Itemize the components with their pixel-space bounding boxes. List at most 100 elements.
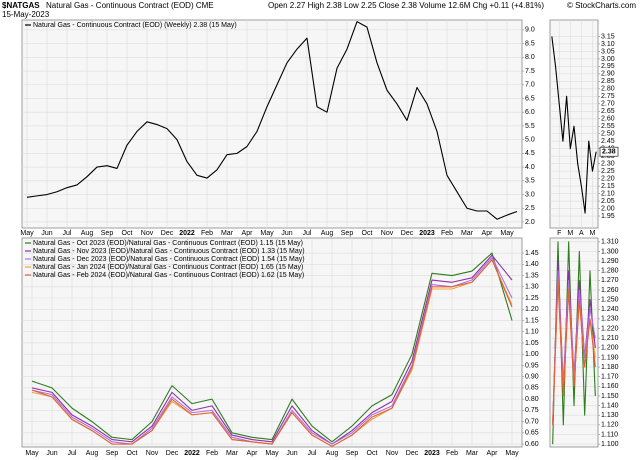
- y-tick-label: 2.25: [601, 168, 615, 175]
- y-tick-label: 0.65: [525, 430, 539, 437]
- y-tick-label: 2.65: [601, 108, 615, 115]
- value-tag: [599, 146, 619, 157]
- y-tick-label: 1.10: [525, 329, 539, 336]
- x-tick-label: Dec: [161, 230, 174, 237]
- y-tick-label: 2.05: [601, 198, 615, 205]
- y-tick-label: 1.00: [525, 351, 539, 358]
- y-tick-label: 1.200: [601, 345, 619, 352]
- series-line: [31, 252, 513, 443]
- y-tick-label: 1.230: [601, 316, 619, 323]
- y-tick-label: 7.5: [525, 68, 535, 75]
- y-tick-label: 1.35: [525, 272, 539, 279]
- y-tick-label: 1.240: [601, 306, 619, 313]
- x-tick-label: Oct: [367, 450, 378, 457]
- plot-area: [21, 19, 523, 229]
- y-tick-label: 3.5: [525, 178, 535, 185]
- y-tick-label: 0.60: [525, 441, 539, 448]
- y-tick-label: 2.20: [601, 175, 615, 182]
- y-tick-label: 1.40: [525, 261, 539, 268]
- x-tick-label: Nov: [386, 450, 399, 457]
- series-line: [31, 259, 513, 447]
- x-tick-label: Feb: [446, 450, 458, 457]
- y-tick-label: 1.270: [601, 277, 619, 284]
- x-tick-label: Nov: [141, 230, 154, 237]
- y-tick-label: 0.85: [525, 385, 539, 392]
- series-line: [552, 279, 596, 425]
- x-tick-label: Apr: [487, 450, 499, 457]
- y-tick-label: 2.5: [525, 205, 535, 212]
- legend-label: Natural Gas - Oct 2023 (EOD)/Natural Gas…: [33, 240, 303, 247]
- series-line: [551, 36, 597, 214]
- y-tick-label: 1.120: [601, 422, 619, 429]
- x-tick-label: Apr: [247, 450, 259, 457]
- x-tick-label: Apr: [242, 230, 254, 237]
- x-tick-label: Oct: [122, 230, 133, 237]
- y-tick-label: 2.55: [601, 123, 615, 130]
- y-tick-label: 1.180: [601, 364, 619, 371]
- y-tick-label: 2.35: [601, 153, 615, 160]
- y-tick-label: 2.80: [601, 86, 615, 93]
- y-tick-label: 2.10: [601, 190, 615, 197]
- y-tick-label: 2.95: [601, 63, 615, 70]
- x-tick-label: Oct: [362, 230, 373, 237]
- y-tick-label: 4.0: [525, 164, 535, 171]
- y-tick-label: 2.85: [601, 78, 615, 85]
- x-tick-label: Sep: [106, 450, 119, 457]
- x-tick-label: Sep: [346, 450, 359, 457]
- x-tick-label: May: [500, 230, 514, 237]
- y-tick-label: 1.45: [525, 250, 539, 257]
- y-tick-label: 1.220: [601, 325, 619, 332]
- series-line: [31, 254, 513, 445]
- y-tick-label: 1.110: [601, 431, 618, 438]
- y-tick-label: 6.0: [525, 109, 535, 116]
- symbol: $NATGAS: [2, 1, 40, 10]
- y-tick-label: 1.260: [601, 287, 619, 294]
- x-tick-label: Nov: [381, 230, 394, 237]
- legend-label: Natural Gas - Feb 2024 (EOD)/Natural Gas…: [33, 272, 304, 279]
- x-tick-label: 2022: [179, 230, 195, 237]
- y-tick-label: 2.0: [525, 219, 535, 226]
- y-tick-label: 1.30: [525, 284, 539, 291]
- x-tick-label: A: [579, 230, 584, 237]
- y-tick-label: 0.75: [525, 407, 539, 414]
- y-tick-label: 3.10: [601, 41, 615, 48]
- x-tick-label: Aug: [321, 230, 334, 237]
- quote: Open 2.27 High 2.38 Low 2.25 Close 2.38 …: [268, 1, 544, 10]
- x-tick-label: M: [590, 230, 596, 237]
- x-tick-label: Mar: [226, 450, 239, 457]
- y-tick-label: 0.70: [525, 418, 539, 425]
- x-tick-label: Jul: [308, 450, 317, 457]
- credit: © StockCharts.com: [567, 1, 636, 10]
- x-tick-label: Jul: [68, 450, 77, 457]
- y-tick-label: 1.160: [601, 383, 619, 390]
- x-tick-label: Jul: [303, 230, 312, 237]
- y-tick-label: 1.310: [601, 239, 619, 246]
- y-tick-label: 8.0: [525, 54, 535, 61]
- x-tick-label: 2022: [184, 450, 200, 457]
- y-tick-label: 1.05: [525, 340, 539, 347]
- x-tick-label: Feb: [201, 230, 213, 237]
- x-tick-label: Oct: [127, 450, 138, 457]
- y-tick-label: 2.75: [601, 93, 615, 100]
- y-tick-label: 0.80: [525, 396, 539, 403]
- y-tick-label: 8.5: [525, 40, 535, 47]
- y-tick-label: 3.00: [601, 56, 615, 63]
- y-tick-label: 1.210: [601, 335, 619, 342]
- x-tick-label: Sep: [341, 230, 354, 237]
- x-tick-label: M: [567, 230, 573, 237]
- legend-label: Natural Gas - Dec 2023 (EOD)/Natural Gas…: [33, 256, 305, 263]
- x-tick-label: May: [505, 450, 519, 457]
- x-tick-label: Mar: [466, 450, 479, 457]
- y-tick-label: 2.15: [601, 183, 615, 190]
- y-tick-label: 1.300: [601, 248, 619, 255]
- y-tick-label: 1.150: [601, 393, 619, 400]
- x-tick-label: Feb: [206, 450, 218, 457]
- y-tick-label: 1.190: [601, 354, 619, 361]
- x-tick-label: May: [25, 450, 39, 457]
- y-tick-label: 1.95: [601, 213, 615, 220]
- legend-label: Natural Gas - Continuous Contract (EOD) …: [33, 22, 237, 29]
- y-tick-label: 1.25: [525, 295, 539, 302]
- y-tick-label: 6.5: [525, 95, 535, 102]
- y-tick-label: 2.45: [601, 138, 615, 145]
